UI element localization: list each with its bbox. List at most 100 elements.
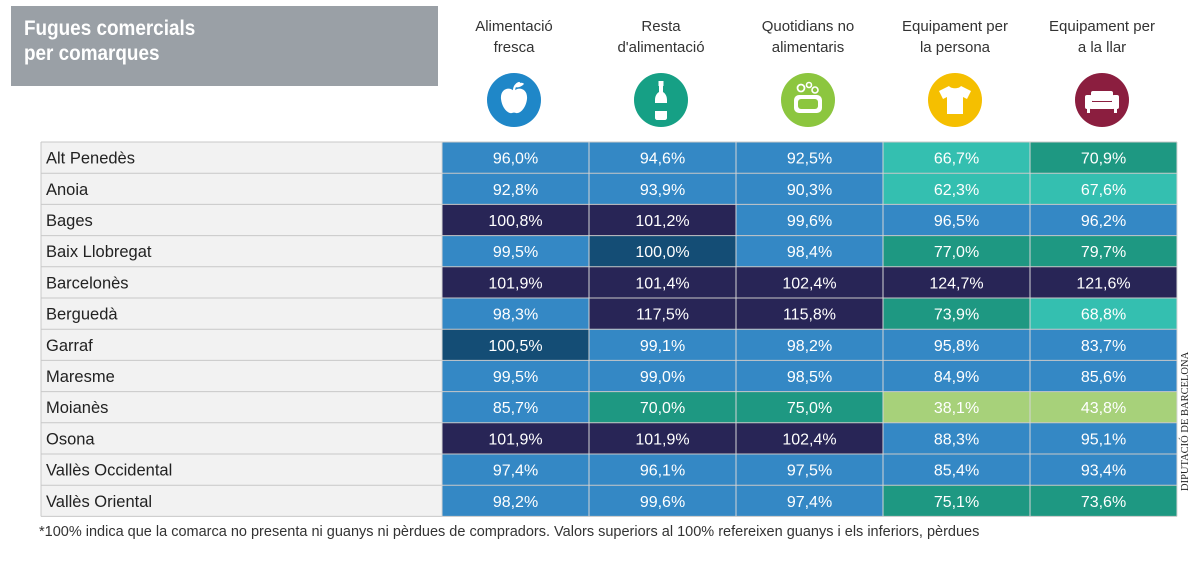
table-cell [883,266,1030,298]
table-cell [1030,454,1177,486]
cell-value: 100,0% [635,244,689,261]
cell-value: 97,4% [787,494,832,511]
column-header-other-food: Resta d'alimentació [588,16,734,58]
cell-value: 98,5% [787,369,832,386]
column-header-line: alimentaris [771,39,845,56]
cell-value: 93,9% [640,182,685,199]
table-cell [442,173,589,205]
column-header-line: Equipament per [1049,18,1155,35]
table-cell [442,360,589,392]
table-cell [883,329,1030,361]
row-label: Anoia [46,181,89,199]
cell-value: 77,0% [934,244,979,261]
table-cell [589,485,736,517]
row-label: Bages [46,212,93,230]
cell-value: 85,6% [1081,369,1126,386]
cell-value: 115,8% [783,307,836,324]
column-header-line: Resta [641,18,681,35]
table-cell [883,391,1030,423]
table-cell [736,454,883,486]
table-cell [883,235,1030,267]
cell-value: 92,8% [493,182,538,199]
cell-value: 99,1% [640,338,685,355]
table-cell [736,485,883,517]
column-header-line: d'alimentació [617,39,705,56]
column-header-daily-non-food: Quotidians no alimentaris [735,16,881,58]
cell-value: 101,9% [488,431,542,448]
cell-value: 101,9% [635,431,689,448]
cell-value: 88,3% [934,431,979,448]
table-cell [1030,298,1177,330]
table-cell [589,391,736,423]
cell-value: 102,4% [782,275,836,292]
row-label: Berguedà [46,306,118,324]
table-cell [736,142,883,174]
cell-value: 96,2% [1081,213,1126,230]
table-cell [1030,204,1177,236]
table-cell [736,235,883,267]
table-cell [883,485,1030,517]
cell-value: 70,9% [1081,151,1126,168]
cell-value: 99,6% [787,213,832,230]
cell-value: 98,2% [493,494,538,511]
table-cell [589,142,736,174]
table-cell [883,454,1030,486]
table-cell [1030,360,1177,392]
cell-value: 43,8% [1081,400,1126,417]
column-header-line: Alimentació [475,18,553,35]
row-label: Garraf [46,337,93,355]
cell-value: 121,6% [1076,275,1130,292]
tshirt-icon [882,72,1028,127]
cell-value: 101,9% [488,275,542,292]
cell-value: 101,4% [635,275,689,292]
table-cell [442,391,589,423]
table-cell [1030,391,1177,423]
cell-value: 62,3% [934,182,979,199]
row-label: Moianès [46,399,108,417]
table-cell [1030,329,1177,361]
cell-value: 95,8% [934,338,979,355]
table-cell [883,422,1030,454]
cell-value: 85,7% [493,400,538,417]
table-cell [1030,142,1177,174]
column-header-home-equipment: Equipament per a la llar [1029,16,1175,58]
row-label: Osona [46,430,95,448]
column-header-line: Quotidians no [761,18,855,35]
cell-value: 94,6% [640,151,685,168]
column-header-personal-equipment: Equipament per la persona [882,16,1028,58]
cell-value: 90,3% [787,182,832,199]
row-label: Alt Penedès [46,150,135,168]
cell-value: 100,8% [488,213,542,230]
table-cell [1030,422,1177,454]
table-cell [442,422,589,454]
table-cell [736,266,883,298]
cell-value: 99,5% [493,244,538,261]
cell-value: 99,0% [640,369,685,386]
column-header-line: fresca [493,39,535,56]
cell-value: 97,4% [493,463,538,480]
table-cell [589,422,736,454]
table-cell [883,142,1030,174]
cell-value: 93,4% [1081,463,1126,480]
column-header-line: la persona [919,39,991,56]
title-line-2: per comarques [24,42,160,65]
title-line-1: Fugues comercials [24,17,196,40]
cell-value: 92,5% [787,151,832,168]
cell-value: 100,5% [488,338,542,355]
cell-value: 101,2% [635,213,689,230]
table-cell [589,360,736,392]
table-cell [736,298,883,330]
table-cell [1030,235,1177,267]
cell-value: 85,4% [934,463,979,480]
table-cell [1030,485,1177,517]
credit-text: DIPUTACIÓ DE BARCELONA [1180,351,1191,491]
table-cell [736,329,883,361]
cell-value: 84,9% [934,369,979,386]
cell-value: 75,1% [934,494,979,511]
column-header-line: Equipament per [902,18,1008,35]
table-cell [589,298,736,330]
table-cell [736,204,883,236]
footnote: *100% indica que la comarca no presenta … [39,524,980,540]
column-header-line: a la llar [1077,39,1127,56]
